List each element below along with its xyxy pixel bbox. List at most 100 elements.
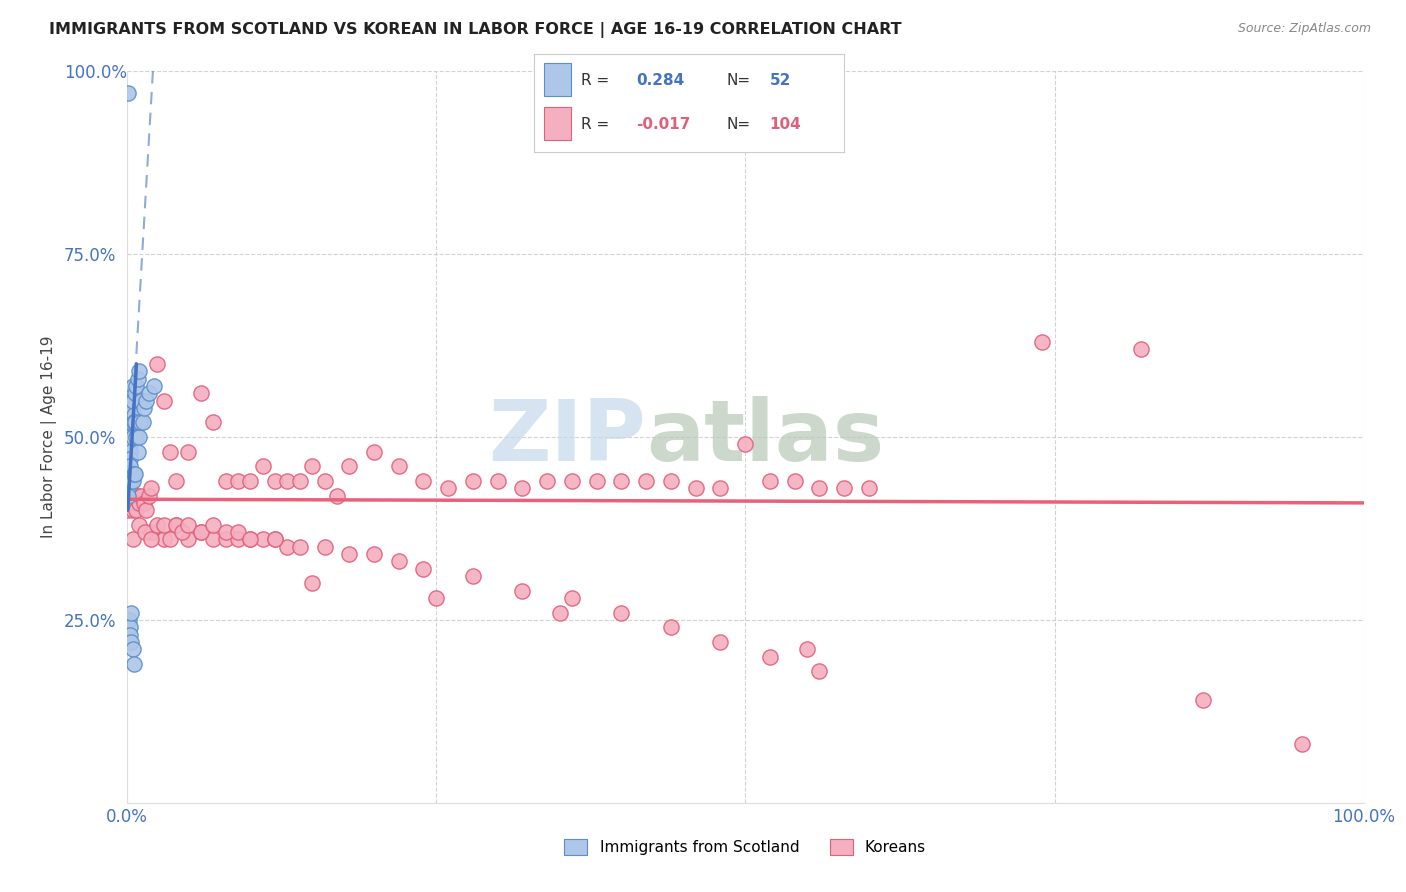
Point [659, 620, 682, 634]
Point [129, 416, 152, 430]
Point [127, 371, 149, 385]
Point [121, 635, 143, 649]
Point [122, 657, 145, 671]
Point [808, 664, 831, 678]
Point [118, 416, 141, 430]
Point [190, 386, 212, 401]
Point [301, 576, 323, 591]
Point [117, 467, 139, 481]
Point [118, 444, 141, 458]
Point [610, 474, 633, 488]
Point [461, 474, 484, 488]
Point [388, 459, 411, 474]
Point [159, 444, 181, 458]
Point [118, 452, 141, 467]
Point [239, 533, 262, 547]
Point [128, 517, 150, 532]
Point [120, 459, 142, 474]
Point [808, 481, 831, 495]
Point [326, 489, 349, 503]
Point [425, 591, 447, 605]
Point [288, 474, 311, 488]
Point [759, 474, 782, 488]
Point [132, 401, 155, 415]
Point [124, 467, 146, 481]
Point [121, 496, 143, 510]
Point [138, 489, 160, 503]
Legend: Immigrants from Scotland, Koreans: Immigrants from Scotland, Koreans [558, 833, 932, 861]
Y-axis label: In Labor Force | Age 16-19: In Labor Force | Age 16-19 [41, 335, 58, 539]
Text: ZIP: ZIP [488, 395, 647, 479]
Point [152, 517, 174, 532]
Point [141, 533, 163, 547]
Point [636, 474, 658, 488]
Point [783, 474, 806, 488]
Point [165, 517, 187, 532]
Point [121, 430, 143, 444]
Point [709, 635, 731, 649]
Point [610, 606, 633, 620]
Bar [544, 108, 571, 140]
Point [125, 503, 148, 517]
Point [128, 430, 150, 444]
Point [561, 474, 583, 488]
Point [122, 467, 145, 481]
Point [152, 393, 174, 408]
Point [120, 452, 142, 467]
Point [122, 416, 145, 430]
Text: -0.017: -0.017 [637, 117, 690, 132]
Point [226, 533, 249, 547]
Point [121, 393, 143, 408]
Text: N=: N= [725, 72, 751, 87]
Point [190, 525, 212, 540]
Point [226, 525, 249, 540]
Point [124, 416, 146, 430]
Point [134, 525, 156, 540]
Point [796, 642, 818, 657]
Point [135, 503, 157, 517]
Point [264, 533, 287, 547]
Point [127, 444, 149, 458]
Point [120, 416, 142, 430]
Text: 104: 104 [769, 117, 801, 132]
Point [121, 533, 143, 547]
Point [759, 649, 782, 664]
Point [121, 503, 143, 517]
Point [128, 496, 150, 510]
Point [120, 430, 142, 444]
Point [146, 357, 169, 371]
Point [190, 525, 212, 540]
Point [118, 613, 141, 627]
Text: 0.284: 0.284 [637, 72, 685, 87]
Point [120, 423, 142, 437]
Point [165, 517, 187, 532]
Point [135, 393, 157, 408]
Text: R =: R = [581, 117, 609, 132]
Point [301, 459, 323, 474]
Point [177, 444, 200, 458]
Point [138, 386, 160, 401]
Point [165, 474, 187, 488]
Point [512, 583, 534, 598]
Point [202, 416, 225, 430]
Point [548, 606, 571, 620]
Point [363, 547, 385, 561]
Point [128, 364, 150, 378]
Point [172, 525, 194, 540]
Point [120, 444, 142, 458]
Point [132, 496, 155, 510]
Point [388, 554, 411, 568]
Point [214, 525, 236, 540]
Point [512, 481, 534, 495]
Point [832, 481, 855, 495]
Point [585, 474, 607, 488]
Text: R =: R = [581, 72, 609, 87]
Text: Source: ZipAtlas.com: Source: ZipAtlas.com [1237, 22, 1371, 36]
Point [117, 503, 139, 517]
Point [117, 87, 139, 101]
Point [437, 481, 460, 495]
Point [121, 401, 143, 415]
Point [363, 444, 385, 458]
Point [276, 474, 298, 488]
Point [125, 379, 148, 393]
